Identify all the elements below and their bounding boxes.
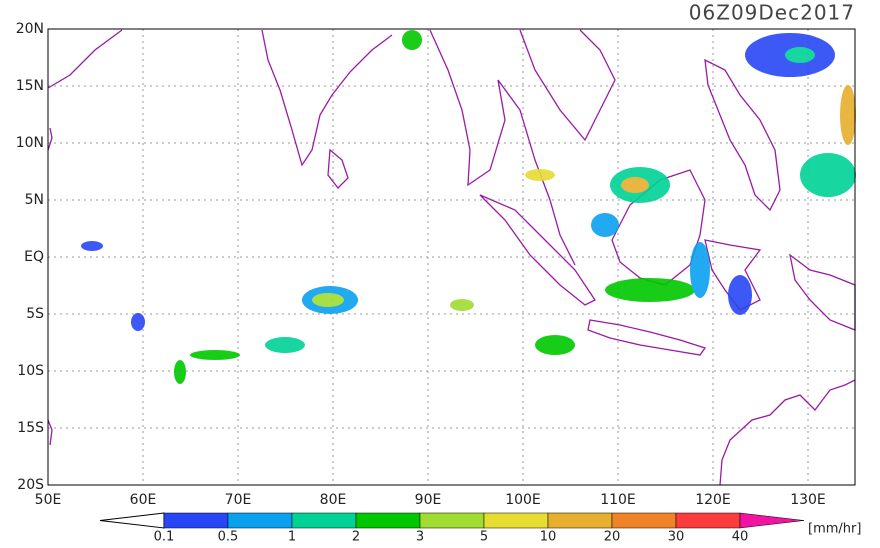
colorbar-segment <box>675 512 741 529</box>
rain-area <box>174 360 186 384</box>
coastlines <box>47 29 856 486</box>
lon-label: 80E <box>320 492 347 508</box>
coastline <box>704 58 781 212</box>
rain-area <box>785 47 815 63</box>
colorbar-segment <box>547 512 613 529</box>
colorbar <box>99 512 805 529</box>
lat-label: 20N <box>16 21 44 37</box>
rain-area <box>131 313 145 331</box>
coastline <box>719 379 856 486</box>
coastline <box>479 194 596 306</box>
lat-label: 20S <box>17 477 44 493</box>
rain-area <box>312 293 344 307</box>
lat-label: 15S <box>17 420 44 436</box>
title: 06Z09Dec2017 <box>689 1 855 25</box>
colorbar-label: 10 <box>540 530 557 545</box>
coastline <box>587 319 707 356</box>
lat-label: 5N <box>25 192 44 208</box>
colorbar-segment <box>227 512 293 529</box>
colorbar-under <box>99 512 165 529</box>
colorbar-label: 30 <box>668 530 685 545</box>
rain-area <box>621 177 649 193</box>
coastline <box>261 29 393 167</box>
colorbar-segment <box>163 512 229 529</box>
lon-label: 70E <box>225 492 252 508</box>
lon-label: 100E <box>505 492 541 508</box>
colorbar-label: 20 <box>604 530 621 545</box>
colorbar-label: 5 <box>480 530 488 545</box>
lat-label: 15N <box>16 78 44 94</box>
colorbar-segment <box>419 512 485 529</box>
lon-label: 60E <box>130 492 157 508</box>
rain-area <box>265 337 305 353</box>
colorbar-unit: [mm/hr] <box>808 522 861 537</box>
rain-area <box>535 335 575 355</box>
coastline <box>327 148 349 189</box>
lon-label: 90E <box>415 492 442 508</box>
colorbar-label: 3 <box>416 530 424 545</box>
rain-area <box>690 242 710 298</box>
colorbar-label: 40 <box>732 530 749 545</box>
rain-area <box>800 153 856 197</box>
lat-label: 10N <box>16 135 44 151</box>
colorbar-label: 0.5 <box>218 530 239 545</box>
colorbar-segment <box>355 512 421 529</box>
lon-label: 110E <box>600 492 636 508</box>
coastline <box>519 29 616 142</box>
rain-area <box>190 350 240 360</box>
map-frame <box>47 28 856 486</box>
coastline <box>704 239 762 311</box>
lat-label: EQ <box>24 249 44 265</box>
colorbar-label: 0.1 <box>154 530 175 545</box>
rain-area <box>728 275 752 315</box>
rain-area <box>402 30 422 50</box>
colorbar-label: 2 <box>352 530 360 545</box>
precipitation <box>81 30 856 384</box>
rain-area <box>840 85 856 145</box>
coastline <box>47 419 53 446</box>
coastline <box>429 29 576 266</box>
lon-label: 50E <box>35 492 62 508</box>
lat-label: 5S <box>26 306 44 322</box>
coastline <box>47 29 123 89</box>
colorbar-segment <box>291 512 357 529</box>
colorbar-label: 1 <box>288 530 296 545</box>
lon-label: 120E <box>695 492 731 508</box>
coastline <box>47 127 53 151</box>
lat-label: 10S <box>17 363 44 379</box>
rain-area <box>450 299 474 311</box>
rain-area <box>81 241 103 251</box>
colorbar-over <box>739 512 805 529</box>
rain-area <box>591 213 619 237</box>
rain-area <box>605 278 695 302</box>
coastline <box>789 253 856 331</box>
rain-area <box>525 169 555 181</box>
grid <box>48 29 855 485</box>
colorbar-segment <box>483 512 549 529</box>
colorbar-segment <box>611 512 677 529</box>
lon-label: 130E <box>790 492 826 508</box>
